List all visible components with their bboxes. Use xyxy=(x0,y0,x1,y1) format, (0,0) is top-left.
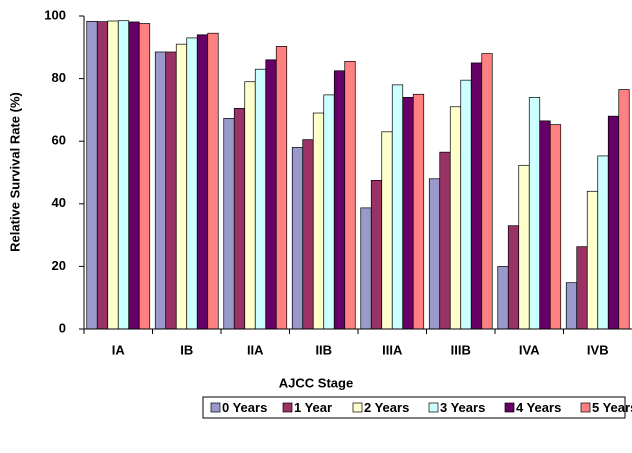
bar xyxy=(175,43,188,330)
bar xyxy=(344,61,356,330)
legend-label: 5 Years xyxy=(592,400,632,415)
bar xyxy=(428,178,441,330)
bar xyxy=(254,68,267,330)
bar xyxy=(497,266,509,330)
legend-swatch xyxy=(282,402,293,413)
bar xyxy=(607,115,620,330)
x-tick-label: IIB xyxy=(315,342,332,357)
x-tick-label: IVA xyxy=(519,342,540,357)
bar xyxy=(439,151,451,330)
bar xyxy=(154,51,167,330)
legend-swatch xyxy=(580,402,591,413)
bar xyxy=(402,97,414,330)
x-axis-title: AJCC Stage xyxy=(279,375,353,390)
x-tick-label: IIA xyxy=(247,342,264,357)
bar xyxy=(138,23,151,330)
bar xyxy=(244,81,256,330)
bar xyxy=(565,282,578,330)
x-tick-label: IB xyxy=(180,342,193,357)
x-tick-label: IA xyxy=(112,342,126,357)
bar xyxy=(381,131,393,330)
bar xyxy=(165,51,177,330)
legend-swatch xyxy=(210,402,221,413)
y-tick-label: 60 xyxy=(52,133,66,148)
bar xyxy=(265,59,277,330)
y-tick-label: 0 xyxy=(59,320,66,335)
bar xyxy=(518,164,530,330)
bar xyxy=(360,207,372,330)
x-tick-label: IIIB xyxy=(451,342,471,357)
legend-swatch xyxy=(428,402,439,413)
bar xyxy=(470,62,483,330)
y-axis-title: Relative Survival Rate (%) xyxy=(7,92,22,252)
bar xyxy=(597,155,609,330)
bar xyxy=(196,34,209,330)
bar xyxy=(302,139,314,330)
bar xyxy=(275,46,288,330)
bar xyxy=(291,147,304,330)
legend-label: 0 Years xyxy=(222,400,267,415)
bar xyxy=(576,246,588,330)
y-tick-label: 40 xyxy=(52,195,66,210)
legend-swatch xyxy=(504,402,515,413)
bar xyxy=(223,118,235,330)
x-tick-label: IIIA xyxy=(382,342,403,357)
bar xyxy=(507,225,520,330)
bar xyxy=(96,21,109,330)
y-tick-label: 20 xyxy=(52,258,66,273)
bar xyxy=(312,112,325,330)
y-tick-label: 80 xyxy=(52,70,66,85)
x-tick-label: IVB xyxy=(587,342,609,357)
bar xyxy=(233,107,246,330)
bar xyxy=(449,106,462,330)
legend-label: 3 Years xyxy=(440,400,485,415)
bar xyxy=(107,20,119,330)
legend-label: 2 Years xyxy=(364,400,409,415)
bar xyxy=(86,20,98,330)
legend-swatch xyxy=(352,402,363,413)
bar xyxy=(323,94,335,330)
bar xyxy=(539,120,551,330)
legend-label: 1 Year xyxy=(294,400,332,415)
bar xyxy=(207,32,219,330)
bar xyxy=(460,79,472,330)
bar xyxy=(333,70,346,330)
bar xyxy=(391,84,404,330)
bar xyxy=(549,124,562,330)
bar xyxy=(618,89,630,330)
bar xyxy=(128,21,140,330)
bar xyxy=(528,97,541,330)
bar xyxy=(186,37,198,330)
y-tick-label: 100 xyxy=(44,7,66,22)
legend-label: 4 Years xyxy=(516,400,561,415)
bar xyxy=(117,20,130,330)
bar xyxy=(412,93,425,330)
bar xyxy=(370,179,383,330)
bar xyxy=(586,190,599,330)
bar xyxy=(481,53,493,330)
legend-box xyxy=(202,396,626,419)
